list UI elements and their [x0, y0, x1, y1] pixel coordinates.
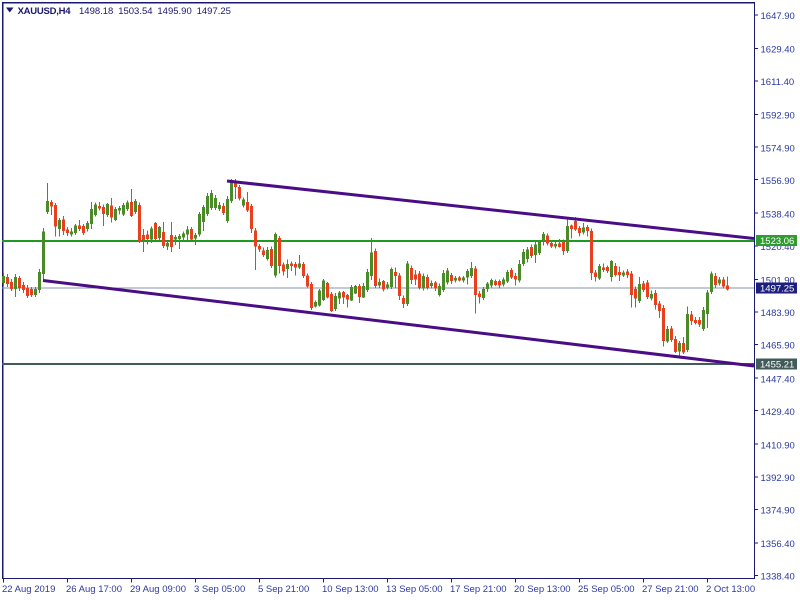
svg-text:27 Sep 21:00: 27 Sep 21:00 [642, 584, 699, 595]
svg-text:1374.90: 1374.90 [761, 506, 795, 517]
svg-text:1483.90: 1483.90 [761, 308, 795, 319]
svg-text:2 Oct 13:00: 2 Oct 13:00 [706, 584, 755, 595]
svg-text:XAUUSD,H4: XAUUSD,H4 [18, 6, 72, 17]
svg-text:25 Sep 05:00: 25 Sep 05:00 [578, 584, 635, 595]
svg-text:1392.90: 1392.90 [761, 473, 795, 484]
svg-text:5 Sep 21:00: 5 Sep 21:00 [258, 584, 309, 595]
svg-text:1498.18: 1498.18 [79, 6, 113, 17]
svg-text:1520.40: 1520.40 [761, 242, 795, 253]
svg-text:20 Sep 13:00: 20 Sep 13:00 [514, 584, 571, 595]
svg-text:1497.25: 1497.25 [760, 284, 794, 295]
svg-text:1647.90: 1647.90 [761, 11, 795, 22]
svg-text:1592.90: 1592.90 [761, 111, 795, 122]
svg-text:1503.54: 1503.54 [118, 6, 152, 17]
svg-text:17 Sep 21:00: 17 Sep 21:00 [450, 584, 507, 595]
svg-text:1495.90: 1495.90 [157, 6, 191, 17]
svg-text:10 Sep 13:00: 10 Sep 13:00 [322, 584, 379, 595]
svg-text:26 Aug 17:00: 26 Aug 17:00 [66, 584, 122, 595]
svg-text:1556.90: 1556.90 [761, 176, 795, 187]
svg-text:1611.40: 1611.40 [761, 77, 795, 88]
svg-text:1629.40: 1629.40 [761, 45, 795, 56]
svg-text:3 Sep 05:00: 3 Sep 05:00 [194, 584, 245, 595]
svg-text:1338.40: 1338.40 [761, 572, 795, 583]
svg-text:1574.90: 1574.90 [761, 143, 795, 154]
svg-text:13 Sep 05:00: 13 Sep 05:00 [386, 584, 443, 595]
svg-text:1497.25: 1497.25 [197, 6, 231, 17]
svg-text:1410.90: 1410.90 [761, 440, 795, 451]
svg-text:1447.40: 1447.40 [761, 374, 795, 385]
svg-text:1501.90: 1501.90 [761, 276, 795, 287]
svg-text:29 Aug 09:00: 29 Aug 09:00 [130, 584, 186, 595]
svg-text:1538.40: 1538.40 [761, 209, 795, 220]
svg-text:1356.40: 1356.40 [761, 539, 795, 550]
svg-text:1429.40: 1429.40 [761, 407, 795, 418]
svg-text:1523.06: 1523.06 [760, 236, 794, 247]
svg-text:22 Aug 2019: 22 Aug 2019 [2, 584, 55, 595]
svg-text:1455.21: 1455.21 [760, 360, 794, 371]
svg-text:1465.90: 1465.90 [761, 341, 795, 352]
